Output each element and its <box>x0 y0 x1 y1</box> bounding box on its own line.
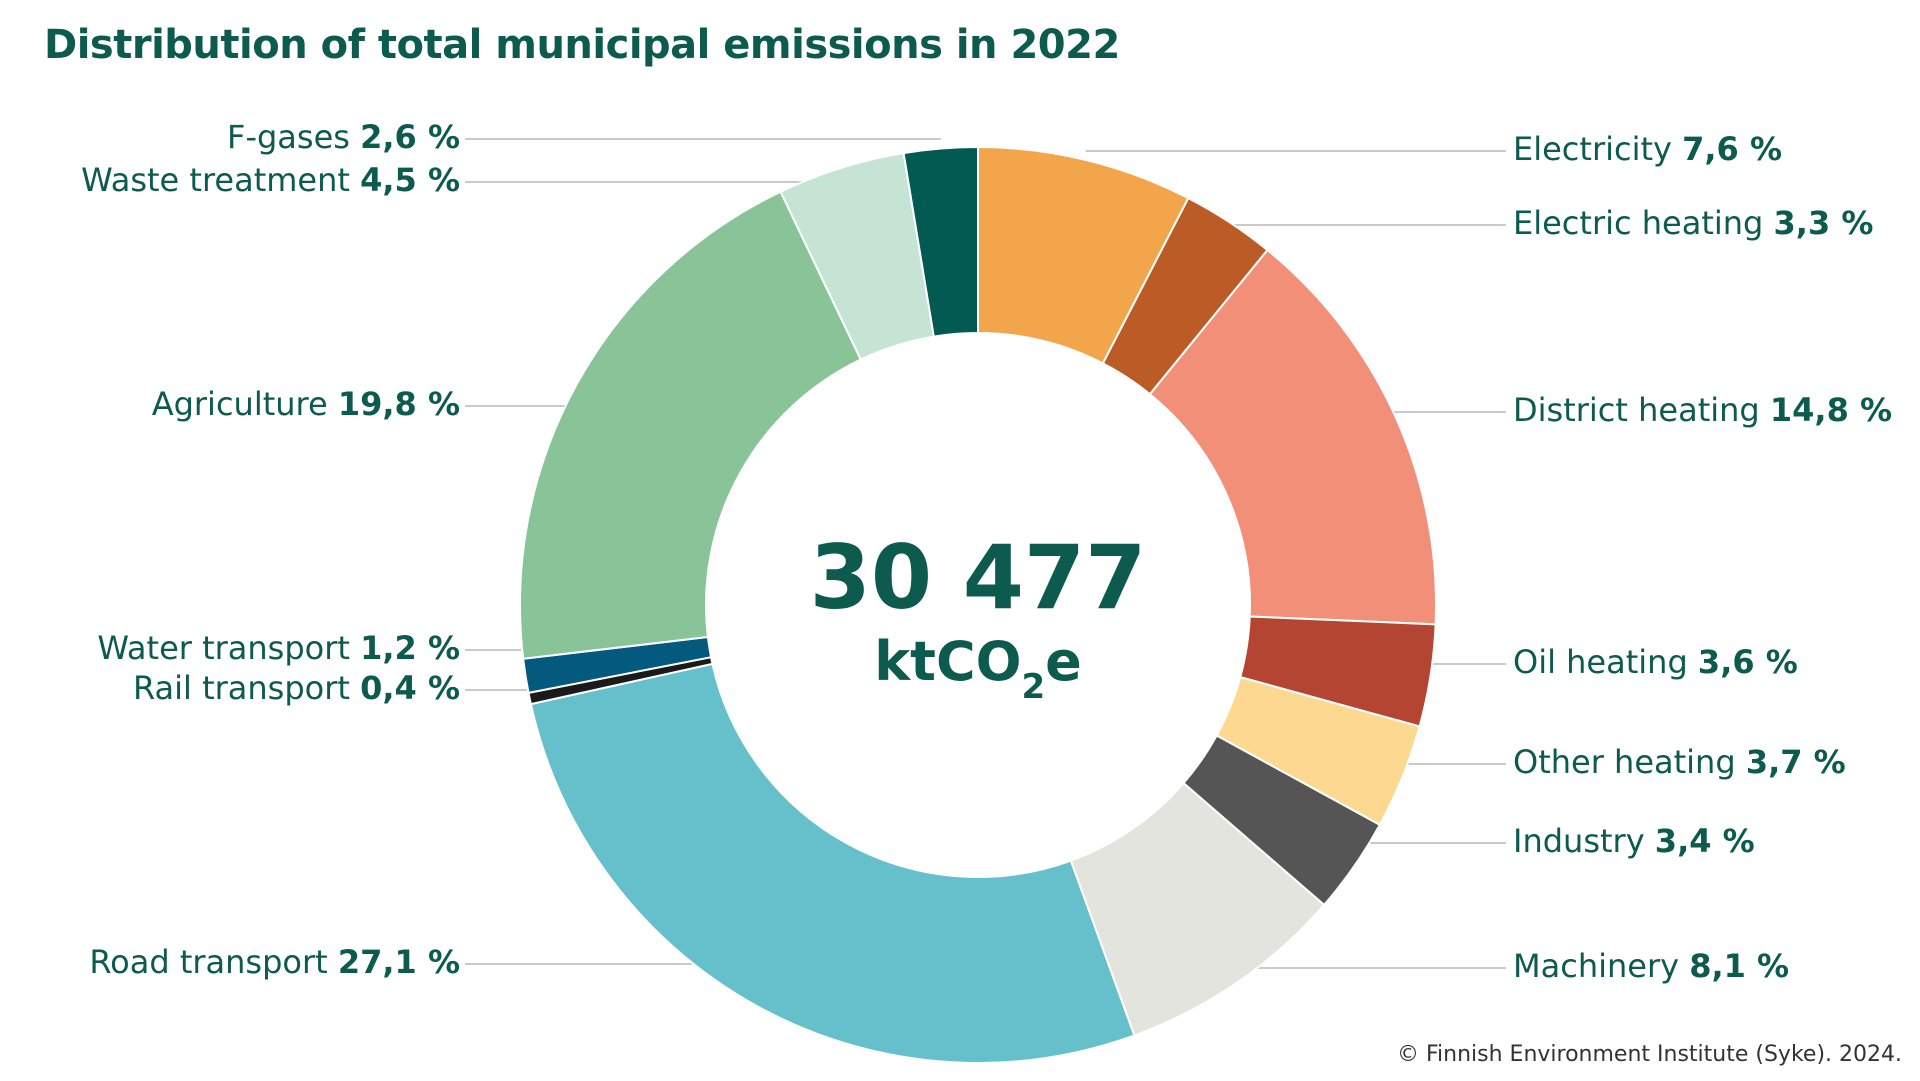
label-other-heating: Other heating 3,7 % <box>1513 743 1846 781</box>
label-name: Other heating <box>1513 743 1746 781</box>
label-percent: 2,6 % <box>360 118 460 156</box>
label-percent: 7,6 % <box>1682 130 1782 168</box>
slice-f-gases <box>902 145 979 338</box>
label-water-transport: Water transport 1,2 % <box>97 629 460 667</box>
label-name: F-gases <box>227 118 360 156</box>
label-name: Electricity <box>1513 130 1682 168</box>
label-percent: 0,4 % <box>360 669 460 707</box>
label-machinery: Machinery 8,1 % <box>1513 947 1789 985</box>
label-name: Machinery <box>1513 947 1689 985</box>
label-name: Oil heating <box>1513 643 1698 681</box>
label-oil-heating: Oil heating 3,6 % <box>1513 643 1798 681</box>
label-percent: 3,4 % <box>1655 822 1755 860</box>
label-name: Industry <box>1513 822 1655 860</box>
label-name: Water transport <box>97 629 360 667</box>
source-credit: © Finnish Environment Institute (Syke). … <box>1397 1042 1902 1067</box>
label-percent: 19,8 % <box>338 385 460 423</box>
label-electric-heating: Electric heating 3,3 % <box>1513 204 1873 242</box>
center-total-unit: ktCO2e <box>874 630 1082 707</box>
label-percent: 14,8 % <box>1770 391 1892 429</box>
label-name: District heating <box>1513 391 1770 429</box>
label-district-heating: District heating 14,8 % <box>1513 391 1892 429</box>
label-road-transport: Road transport 27,1 % <box>89 943 460 981</box>
slice-agriculture <box>519 190 863 660</box>
label-percent: 27,1 % <box>338 943 460 981</box>
label-percent: 3,6 % <box>1698 643 1798 681</box>
label-name: Road transport <box>89 943 338 981</box>
slice-district-heating <box>1148 248 1437 626</box>
label-name: Rail transport <box>133 669 360 707</box>
label-f-gases: F-gases 2,6 % <box>227 118 460 156</box>
center-total-value: 30 477 <box>810 526 1147 629</box>
label-percent: 1,2 % <box>360 629 460 667</box>
label-name: Agriculture <box>152 385 338 423</box>
label-industry: Industry 3,4 % <box>1513 822 1755 860</box>
label-electricity: Electricity 7,6 % <box>1513 130 1782 168</box>
label-percent: 4,5 % <box>360 161 460 199</box>
label-agriculture: Agriculture 19,8 % <box>152 385 460 423</box>
donut-slices <box>519 145 1437 1064</box>
label-percent: 8,1 % <box>1689 947 1789 985</box>
label-waste-treatment: Waste treatment 4,5 % <box>81 161 460 199</box>
label-name: Waste treatment <box>81 161 360 199</box>
label-name: Electric heating <box>1513 204 1774 242</box>
label-percent: 3,7 % <box>1746 743 1846 781</box>
center-total: 30 477 ktCO2e <box>810 526 1147 707</box>
label-rail-transport: Rail transport 0,4 % <box>133 669 460 707</box>
slice-road-transport <box>529 662 1136 1064</box>
label-percent: 3,3 % <box>1774 204 1874 242</box>
chart-title: Distribution of total municipal emission… <box>44 22 1120 68</box>
slice-labels: Electricity 7,6 % Electric heating 3,3 % D… <box>81 118 1892 985</box>
